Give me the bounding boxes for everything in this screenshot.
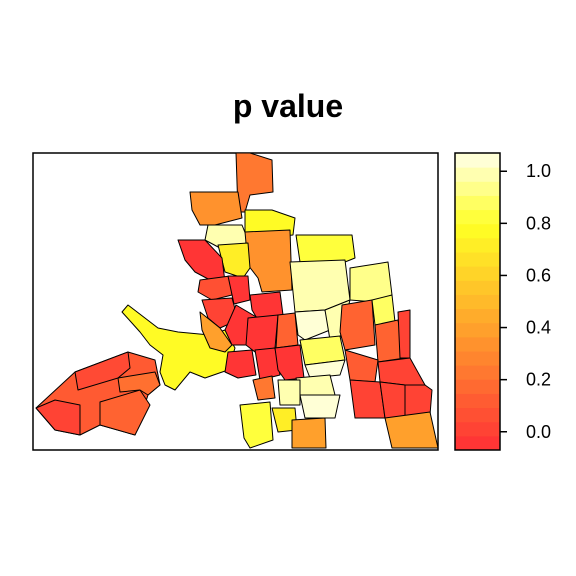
map-region	[379, 381, 406, 419]
map-region	[291, 417, 327, 449]
legend-color-cell	[455, 237, 500, 253]
map-region	[371, 294, 396, 326]
map-region	[252, 375, 276, 401]
legend-color-cell	[455, 209, 500, 225]
map-region	[295, 374, 336, 396]
map-region	[384, 411, 439, 449]
map-region	[275, 312, 299, 349]
legend-tick-label: 0.6	[526, 265, 551, 285]
map-region	[224, 349, 257, 379]
legend-color-cell	[455, 322, 500, 338]
legend-color-cell	[455, 393, 500, 409]
map-region	[277, 379, 301, 406]
map-region	[294, 309, 331, 341]
map-region	[349, 261, 393, 303]
legend-color-cell	[455, 379, 500, 394]
map-region	[254, 347, 281, 381]
map-region	[121, 304, 236, 391]
map-region	[299, 394, 341, 419]
map-regions	[35, 152, 439, 449]
map-region	[99, 389, 151, 436]
map-region	[339, 299, 376, 351]
legend-color-cell	[455, 336, 500, 352]
map-region	[404, 384, 433, 419]
legend-color-cell	[455, 294, 500, 310]
map-region	[295, 234, 356, 263]
legend-tick-label: 0.8	[526, 213, 551, 233]
color-legend: 0.0 0.2 0.4 0.6 0.8 1.0	[454, 152, 551, 451]
legend-color-cell	[455, 252, 500, 267]
legend-tick-label: 0.2	[526, 370, 551, 390]
legend-tick-label: 0.0	[526, 422, 551, 442]
legend-color-cell	[455, 365, 500, 380]
legend-color-cell	[455, 266, 500, 281]
map-region	[239, 401, 274, 449]
map-region	[227, 275, 251, 305]
legend-tick-label: 1.0	[526, 161, 551, 181]
map-region	[74, 351, 131, 391]
map-region	[397, 309, 411, 359]
map-region	[349, 379, 386, 419]
legend-color-cell	[455, 181, 500, 196]
map-region	[274, 344, 305, 381]
legend-color-cell	[455, 167, 500, 182]
legend-color-cell	[455, 280, 500, 295]
legend-color-cell	[455, 195, 500, 211]
legend-color-cell	[455, 407, 500, 423]
map-region	[304, 359, 346, 379]
map-region	[35, 399, 81, 436]
map-region	[117, 371, 161, 396]
legend-color-cell	[455, 223, 500, 239]
legend-tick-label: 0.4	[526, 318, 551, 338]
map-region	[245, 314, 279, 353]
map-region	[199, 311, 233, 353]
map-title: p value	[232, 88, 344, 124]
legend-color-cell	[455, 421, 500, 437]
legend-color-cell	[455, 435, 500, 451]
map-region	[189, 191, 243, 226]
legend-color-cell	[455, 351, 500, 366]
legend-border	[454, 152, 501, 451]
legend-color-cell	[455, 153, 500, 168]
map-region	[217, 242, 251, 279]
map-region	[197, 275, 233, 301]
legend-color-cell	[455, 308, 500, 324]
